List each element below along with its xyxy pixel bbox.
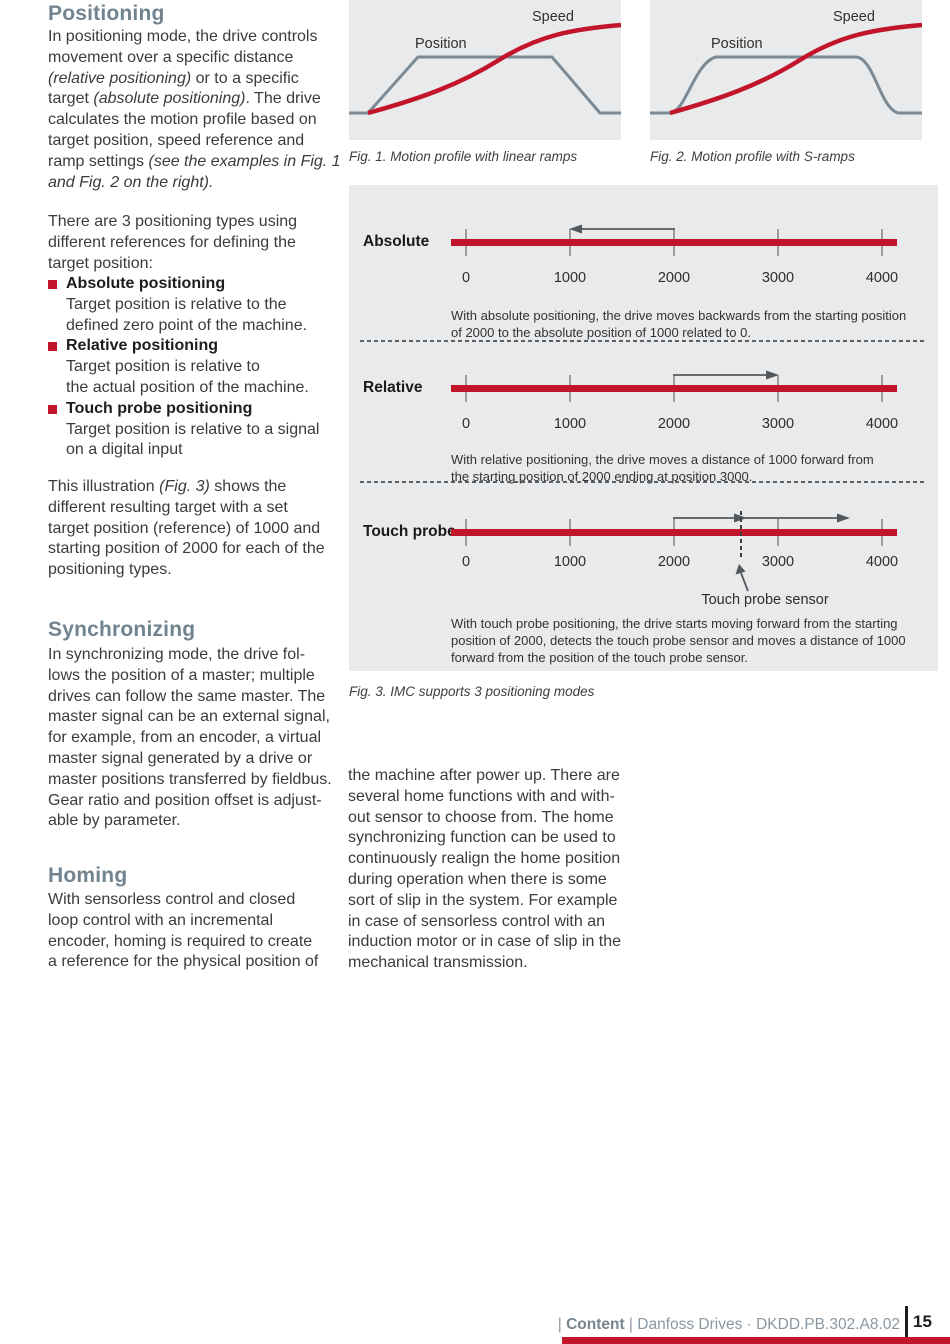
fig2-caption: Fig. 2. Motion profile with S-ramps [650, 149, 855, 164]
bullet-description: Target position is relative to the defin… [66, 295, 308, 334]
tick-label: 0 [461, 554, 471, 570]
synchronizing-paragraph: In synchronizing mode, the drive fol- lo… [48, 646, 332, 830]
bullet-description: Target position is relative to a signal … [66, 420, 320, 459]
bullet-title: Touch probe positioning [66, 399, 253, 417]
left-text-column: Positioning In positioning mode, the dri… [48, 0, 408, 1000]
footer-separator: | [624, 1316, 638, 1333]
backward-arrow-icon [569, 224, 675, 234]
footer-red-bar [562, 1337, 950, 1344]
fig2-chart: Position Speed [650, 0, 922, 140]
fig1-chart: Position Speed [349, 0, 621, 140]
positioning-heading: Positioning [48, 2, 165, 25]
bullet-square-icon [48, 404, 57, 414]
footer: | Content | Danfoss Drives · DKDD.PB.302… [558, 1316, 900, 1334]
tick-label: 1000 [553, 416, 587, 432]
footer-separator: | [557, 1316, 567, 1333]
fig2-curves [650, 22, 922, 116]
sensor-pointer-arrow-icon [735, 564, 749, 592]
tick-label: 3000 [761, 416, 795, 432]
bullet-square-icon [48, 280, 57, 289]
tick-label: 1000 [553, 554, 587, 570]
tick-label: 2000 [657, 554, 691, 570]
fig3-caption: Fig. 3. IMC supports 3 positioning modes [349, 684, 595, 699]
illustration-paragraph: This illustration (Fig. 3) shows the dif… [48, 478, 325, 579]
forward-arrow-icon [745, 513, 850, 523]
tick-label: 4000 [865, 554, 899, 570]
tick-label: 0 [461, 416, 471, 432]
tick-label: 1000 [553, 270, 587, 286]
list-item: Relative positioning Target position is … [48, 336, 408, 398]
relative-description: With relative positioning, the drive mov… [451, 452, 874, 485]
fig1-curves [349, 22, 621, 116]
fig3-chart: Absolute 0 1000 2000 3000 4000 With abso… [349, 185, 938, 671]
content-link[interactable]: Content [566, 1316, 625, 1333]
bullet-title: Relative positioning [66, 337, 219, 355]
positioning-intro-paragraph: In positioning mode, the drive controls … [48, 28, 341, 191]
dashed-divider [360, 340, 927, 342]
touch-probe-sensor-label: Touch probe sensor [701, 592, 829, 608]
bullet-description: Target position is relative to the actua… [66, 358, 309, 396]
fig2-position-curve-label: Position [711, 36, 763, 52]
positioning-types-paragraph: There are 3 positioning types using diff… [48, 213, 298, 272]
fig1-caption: Fig. 1. Motion profile with linear ramps [349, 149, 578, 164]
tick-label: 2000 [657, 416, 691, 432]
homing-heading: Homing [48, 864, 128, 887]
tick-label: 4000 [865, 416, 899, 432]
homing-paragraph: With sensorless control and closed loop … [48, 891, 319, 971]
homing-continuation-paragraph: the machine after power up. There are se… [348, 767, 622, 972]
touch-probe-row-label: Touch probe [363, 523, 456, 540]
list-item: Absolute positioning Target position is … [48, 274, 408, 336]
absolute-row-label: Absolute [363, 233, 430, 250]
fig1-speed-curve-label: Speed [532, 9, 574, 25]
fig2-speed-curve-label: Speed [833, 9, 875, 25]
list-item: Touch probe positioning Target position … [48, 399, 408, 461]
relative-row-label: Relative [363, 379, 423, 396]
bullet-title: Absolute positioning [66, 275, 226, 292]
forward-arrow-icon [673, 370, 779, 380]
forward-arrow-icon [673, 513, 747, 523]
positioning-types-list: Absolute positioning Target position is … [48, 274, 408, 461]
absolute-description: With absolute positioning, the drive mov… [451, 308, 907, 341]
tick-label: 4000 [865, 270, 899, 286]
synchronizing-heading: Synchronizing [48, 618, 196, 641]
touch-probe-description: With touch probe positioning, the drive … [451, 616, 906, 666]
tick-label: 2000 [657, 270, 691, 286]
tick-label: 3000 [761, 270, 795, 286]
tick-label: 3000 [761, 554, 795, 570]
touch-probe-sensor-dashed-line [740, 511, 742, 557]
touch-probe-axis-line [451, 529, 897, 536]
absolute-axis-line [451, 239, 897, 246]
fig1-position-curve-label: Position [415, 36, 467, 52]
dashed-divider [360, 481, 927, 483]
tick-label: 0 [461, 270, 471, 286]
page-number: 15 [913, 1312, 932, 1331]
footer-divider [905, 1306, 908, 1338]
footer-publisher: Danfoss Drives · DKDD.PB.302.A8.02 [637, 1316, 900, 1333]
relative-axis-line [451, 385, 897, 392]
bullet-square-icon [48, 342, 57, 352]
